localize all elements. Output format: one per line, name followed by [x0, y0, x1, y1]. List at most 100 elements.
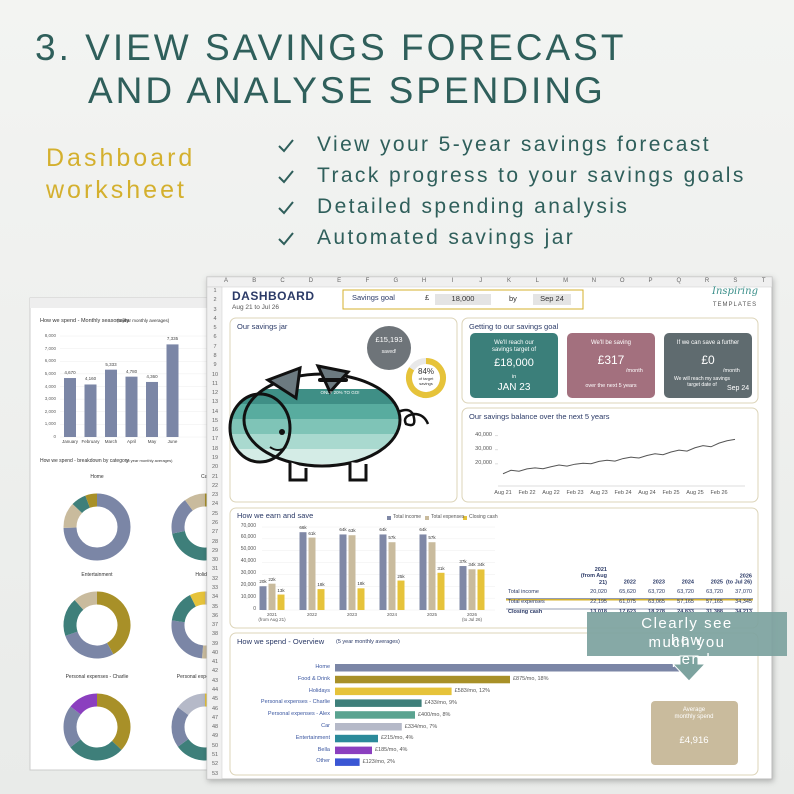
x-tick-label: June — [167, 439, 178, 444]
x-tick-label: Aug 25 — [686, 490, 704, 496]
data-label: 63k — [348, 528, 356, 534]
bullet: Track progress to your savings goals — [317, 164, 746, 187]
row-number: 35 — [211, 603, 219, 610]
card-date: JAN 23 — [497, 382, 531, 393]
table-cell: 65,620 — [619, 589, 636, 595]
row-number: 6 — [213, 334, 217, 341]
bar — [335, 687, 452, 696]
chart-subtitle: (5 year monthly averages) — [126, 458, 173, 463]
row-number: 42 — [211, 668, 219, 675]
row-number: 20 — [211, 464, 219, 471]
y-tick-label: 5,000 — [44, 370, 56, 376]
table-cell: 61,075 — [619, 599, 636, 605]
goal-label: Savings goal — [352, 293, 395, 302]
donut-segment — [72, 495, 91, 514]
data-label: 57k — [428, 535, 436, 541]
bullet: Detailed spending analysis — [317, 195, 630, 218]
logo: Inspiring — [712, 286, 758, 297]
row-number: 50 — [211, 742, 219, 749]
row-number: 21 — [211, 473, 219, 480]
x-tick-label: 2024 — [386, 612, 398, 617]
bar — [477, 569, 485, 610]
row-number: 33 — [211, 584, 219, 591]
data-label: 34k — [477, 562, 485, 568]
average-value: £4,916 — [679, 735, 709, 746]
y-tick-label: 1,000 — [44, 421, 56, 427]
data-label: £215/mo, 4% — [381, 735, 414, 742]
legend-label: Closing cash — [469, 514, 498, 520]
y-tick-label: Other — [316, 758, 330, 765]
donut-segment — [63, 600, 84, 636]
row-number: 41 — [211, 659, 219, 666]
data-label: £123/mo, 2% — [362, 758, 396, 765]
saved-note: saved! — [381, 349, 397, 355]
row-number: 22 — [211, 482, 219, 489]
table-cell: 37,070 — [735, 589, 752, 595]
y-tick-label: 0 — [253, 605, 256, 612]
row-number: 12 — [211, 390, 219, 397]
x-tick-label: 2023 — [346, 612, 358, 617]
row-number: 8 — [213, 352, 217, 359]
table-cell: 63,720 — [648, 589, 665, 595]
by-label: by — [509, 293, 517, 303]
checkmark — [278, 170, 294, 184]
card-amount: £317 — [597, 353, 625, 367]
donut-segment — [70, 739, 122, 761]
data-label: £875/mo, 18% — [513, 676, 549, 683]
data-label: 64k — [419, 527, 427, 533]
column-letter: B — [252, 278, 257, 284]
y-tick-label: 70,000 — [240, 522, 256, 529]
data-label: £334/mo, 7% — [404, 723, 438, 730]
y-tick-label: 20,000 — [475, 460, 492, 467]
donut-title: Entertainment — [81, 572, 113, 578]
bar — [428, 542, 436, 610]
y-tick-label: 30,000 — [475, 446, 492, 453]
bar — [335, 711, 415, 719]
donut-title: Holidays — [195, 572, 215, 578]
x-tick-label: 2026 (to Jul 26) — [461, 612, 483, 623]
data-label: 4,670 — [64, 370, 76, 376]
column-header — [206, 276, 773, 288]
bar — [468, 569, 476, 610]
column-letter: J — [479, 278, 483, 284]
row-number: 43 — [211, 677, 219, 684]
bar — [299, 532, 307, 610]
y-tick-label: 3,000 — [44, 396, 56, 402]
y-tick-label: 20,000 — [240, 581, 256, 588]
card-text: We'll reach our savings target of — [491, 340, 537, 353]
column-letter: A — [223, 278, 229, 284]
row-number: 28 — [211, 538, 219, 545]
bar — [146, 381, 158, 437]
x-tick-label: 2021 (from Aug 21) — [258, 612, 286, 623]
bar — [388, 542, 396, 610]
goal-card — [664, 333, 752, 398]
row-number: 13 — [211, 399, 219, 406]
data-label: 66k — [299, 525, 307, 531]
x-tick-label: Feb 23 — [566, 490, 584, 496]
column-letter: L — [535, 278, 539, 284]
row-number: 3 — [213, 306, 217, 313]
y-tick-label: 60,000 — [240, 534, 256, 541]
row-number: 23 — [211, 492, 219, 499]
data-label: 18k — [357, 581, 365, 587]
panel-title: Our savings balance over the next 5 year… — [469, 412, 610, 421]
donut-segment — [171, 500, 194, 534]
bar — [437, 572, 445, 610]
goal-date: Sep 24 — [540, 293, 564, 303]
data-label: £185/mo, 4% — [375, 747, 408, 754]
callout-box — [587, 612, 787, 656]
column-letter: F — [365, 278, 370, 284]
checkmarks — [278, 139, 294, 246]
bar — [335, 699, 422, 707]
x-tick-label: Feb 22 — [518, 490, 536, 496]
bullet: View your 5-year savings forecast — [317, 133, 711, 156]
bar — [335, 758, 360, 766]
percent-ring — [406, 358, 446, 398]
bar — [335, 734, 378, 743]
bar — [335, 675, 510, 684]
row-number: 16 — [211, 427, 219, 434]
y-tick-label: Personal expenses - Alex — [267, 711, 330, 718]
data-label: 64k — [379, 527, 387, 533]
y-tick-label: 2,000 — [44, 408, 56, 414]
